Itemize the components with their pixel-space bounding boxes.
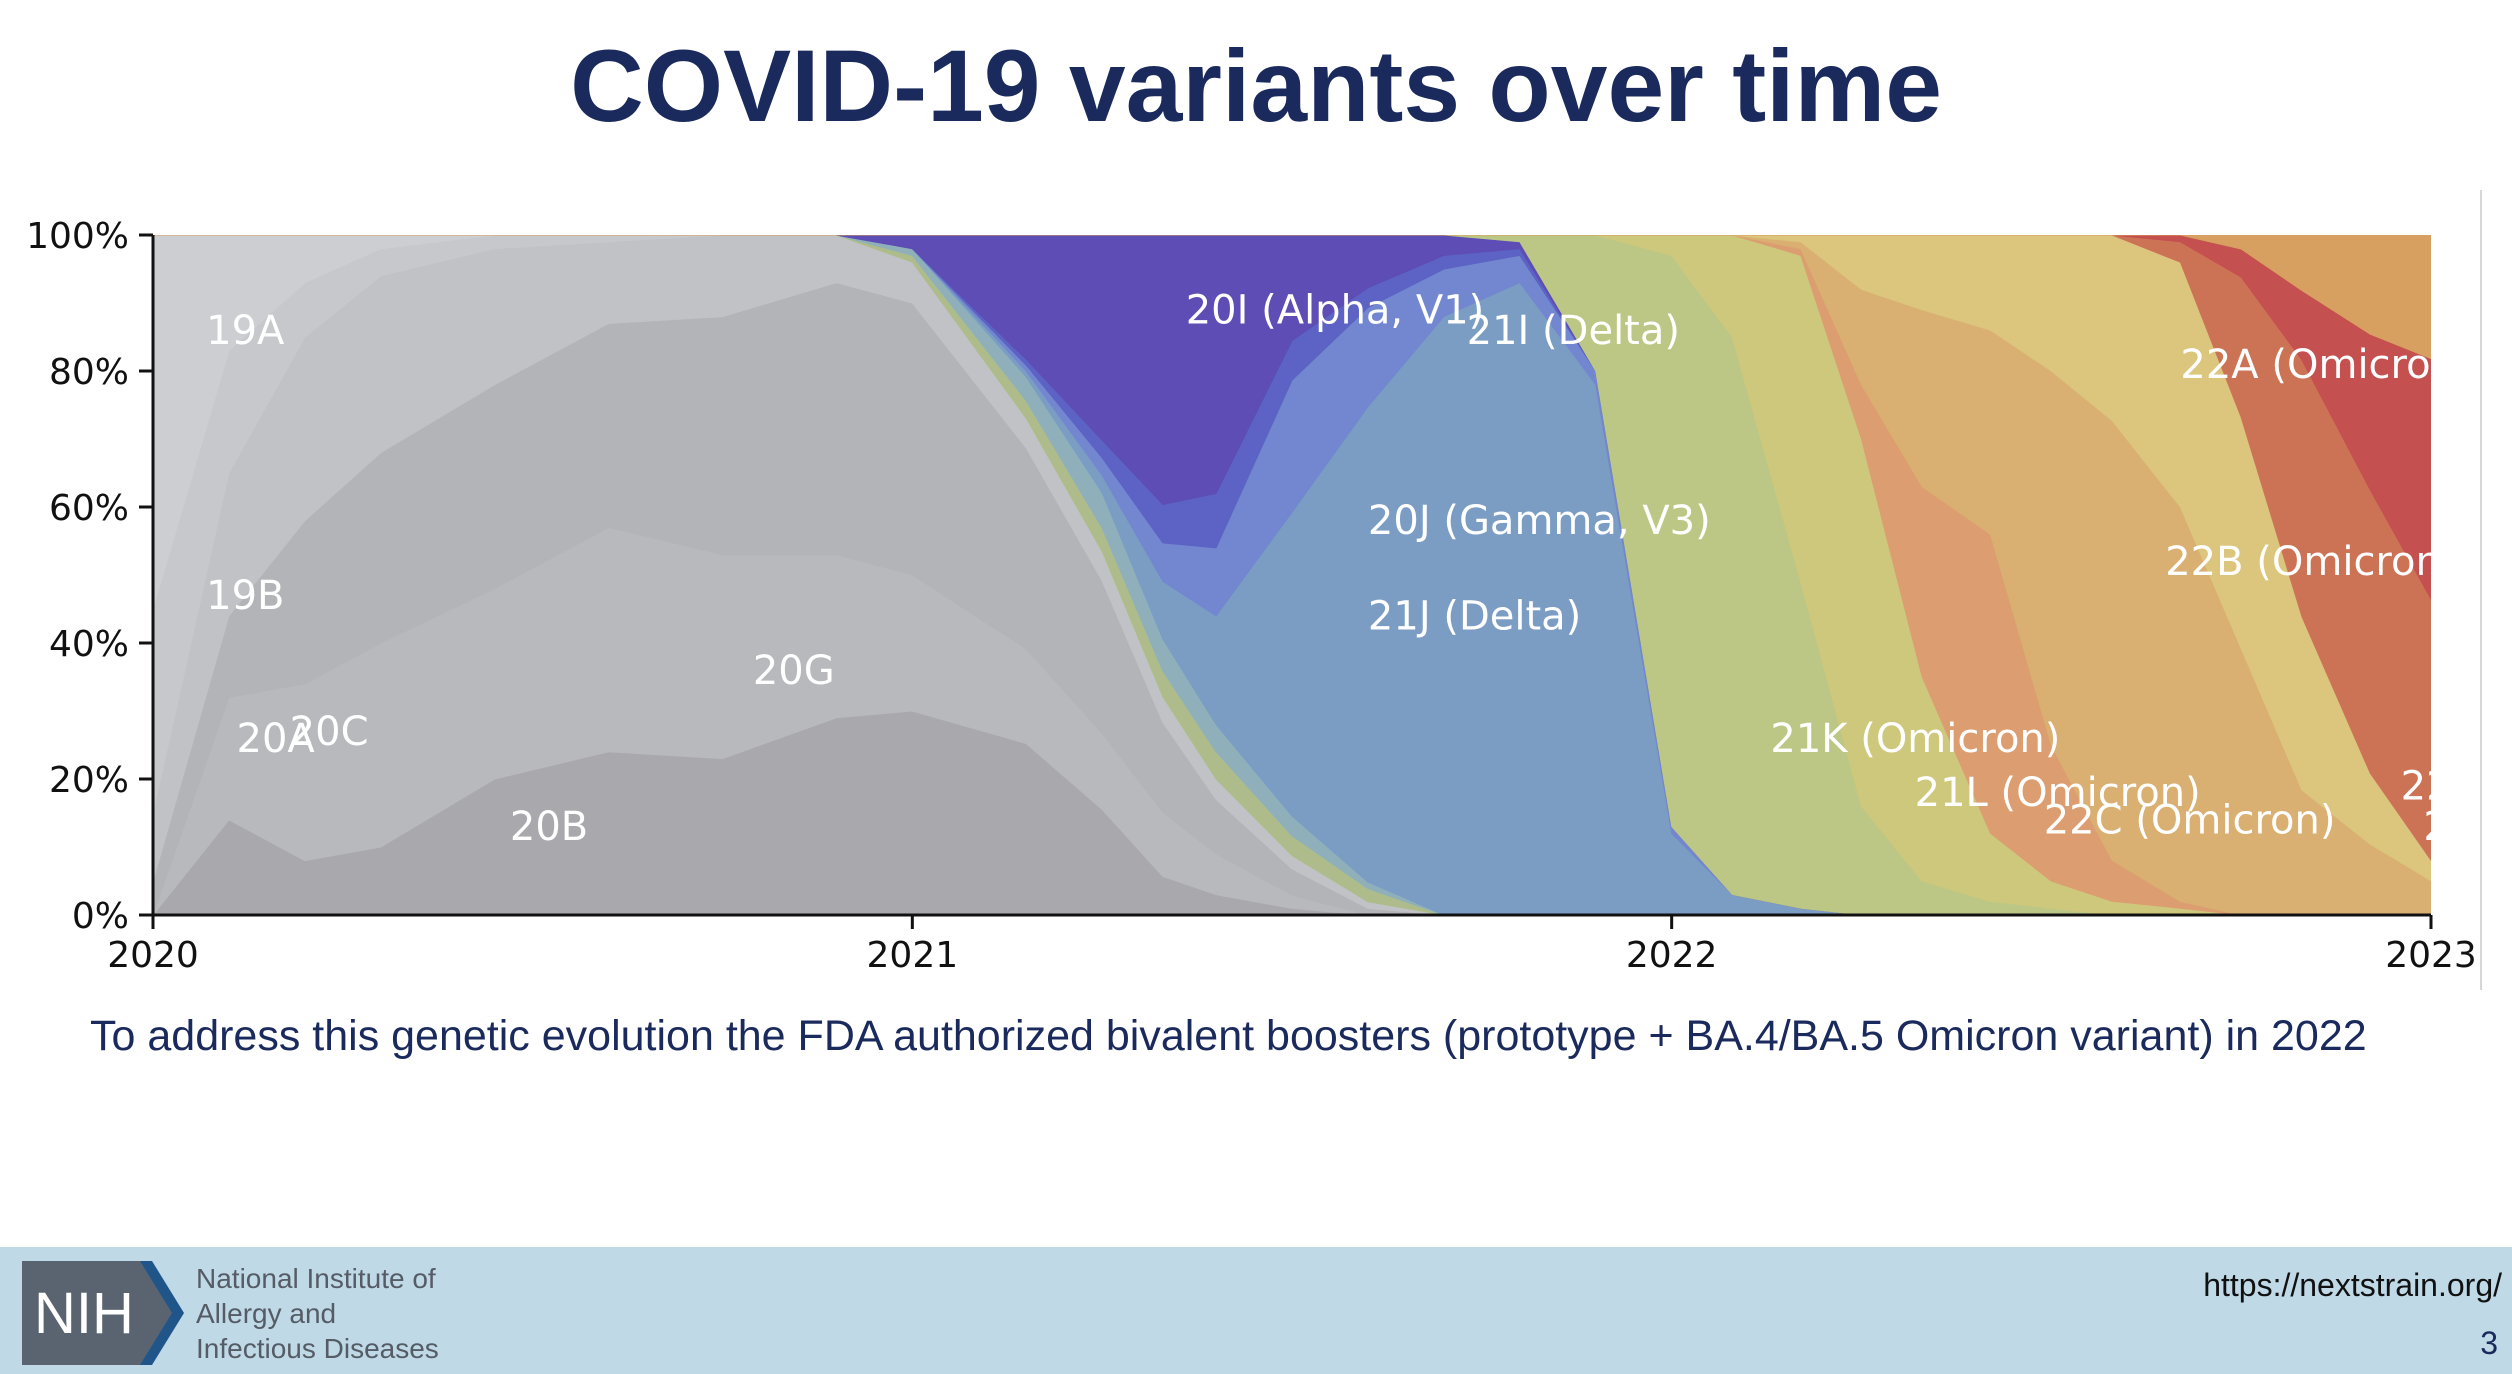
area-21l-omicron xyxy=(153,235,2431,915)
variant-label-22e-omicron: 22E (Omicron) xyxy=(2401,763,2512,809)
variant-label-21j-delta: 21J (Delta) xyxy=(1368,593,1581,639)
variant-label-20c: 20C xyxy=(290,709,369,755)
variant-label-21l-omicron: 21L (Omicron) xyxy=(1915,770,2201,816)
x-tick-label: 2021 xyxy=(867,935,959,976)
institute-name: National Institute of Allergy and Infect… xyxy=(196,1261,439,1366)
variant-label-22a-omicron: 22A (Omicron) xyxy=(2180,342,2471,388)
institute-line-2: Allergy and xyxy=(196,1298,337,1329)
variant-label-20b: 20B xyxy=(510,804,588,850)
source-link[interactable]: https://nextstrain.org/ xyxy=(2203,1267,2502,1303)
slide-title: COVID-19 variants over time xyxy=(570,29,1942,143)
page-number: 3 xyxy=(2480,1325,2498,1361)
variant-label-22c-omicron: 22C (Omicron) xyxy=(2044,797,2336,843)
variant-label-20a: 20A xyxy=(237,716,316,762)
y-tick-label: 0% xyxy=(72,896,129,937)
variant-label-20g: 20G xyxy=(753,648,835,694)
area-layers xyxy=(153,235,2431,915)
x-tick-label: 2022 xyxy=(1626,935,1718,976)
institute-line-1: National Institute of xyxy=(196,1263,436,1294)
variant-label-22b-omicron: 22B (Omicron) xyxy=(2165,539,2456,585)
area-20i-alpha-v1 xyxy=(153,235,2431,915)
right-divider xyxy=(2480,190,2482,990)
footer: NIH National Institute of Allergy and In… xyxy=(0,1247,2512,1374)
area-22c-omicron xyxy=(153,235,2431,915)
variant-label-21i-delta: 21I (Delta) xyxy=(1467,308,1680,354)
y-tick-label: 60% xyxy=(49,488,129,529)
x-tick-label: 2023 xyxy=(2385,935,2477,976)
variant-label-19a: 19A xyxy=(206,308,285,354)
variant-label-21k-omicron: 21K (Omicron) xyxy=(1770,716,2060,762)
chart-axes: 0% 20% 40% 60% 80% 100% 2020 2021 2022 2023 xyxy=(26,216,2477,976)
nih-logo-mark: NIH xyxy=(34,1281,134,1346)
caption: To address this genetic evolution the FD… xyxy=(90,1012,2367,1060)
y-tick-label: 100% xyxy=(26,216,129,257)
variant-label-20i-alpha-v1: 20I (Alpha, V1) xyxy=(1186,287,1485,333)
variant-label-20j-gamma-v3: 20J (Gamma, V3) xyxy=(1368,498,1711,544)
area-22b-omicron xyxy=(153,235,2431,915)
institute-line-3: Infectious Diseases xyxy=(196,1333,439,1364)
variant-label-19b: 19B xyxy=(206,573,284,619)
y-tick-label: 20% xyxy=(49,760,129,801)
y-tick-label: 40% xyxy=(49,624,129,665)
y-tick-label: 80% xyxy=(49,352,129,393)
area-22e-omicron xyxy=(153,235,2431,861)
variant-label-22f-omicron: 22F (Omicron) xyxy=(2423,804,2512,850)
x-tick-label: 2020 xyxy=(107,935,199,976)
nih-logo: NIH xyxy=(22,1261,184,1365)
